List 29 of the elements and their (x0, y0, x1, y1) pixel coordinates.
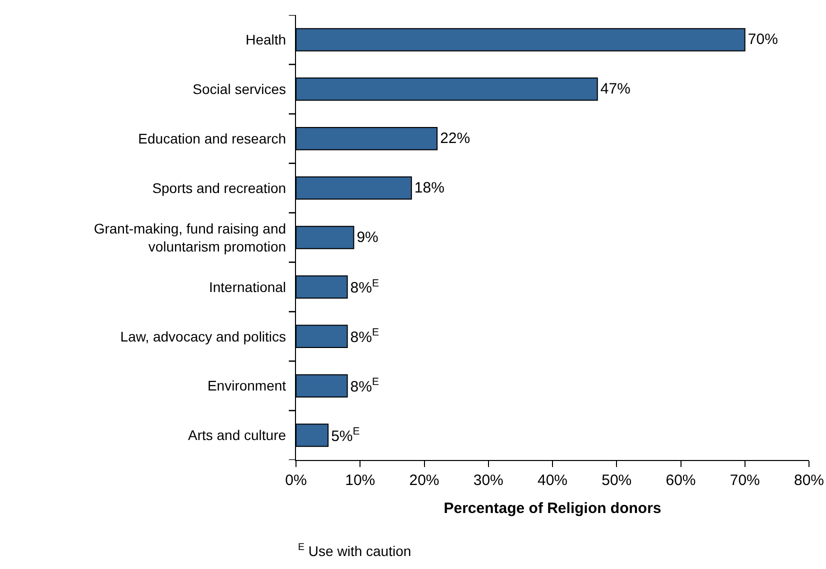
data-label: 8%$^{E}$ (350, 376, 380, 396)
x-tick-label: 10% (345, 472, 376, 490)
y-tick-label: Law, advocacy and politics (120, 328, 286, 344)
data-label: 9% (356, 229, 378, 246)
y-tick-label: International (208, 278, 286, 295)
y-tick-label: Education and research (138, 130, 286, 147)
x-tick-label: 20% (409, 472, 440, 490)
x-tick-label: 50% (602, 472, 632, 490)
x-tick-label: 70% (730, 472, 760, 490)
y-tick-label: Sports and recreation (152, 180, 286, 196)
data-label: 8%$^{E}$ (350, 326, 380, 346)
y-tick-label: Health (246, 32, 286, 48)
data-label: 70% (748, 31, 778, 48)
x-tick-label: 0% (285, 472, 307, 490)
data-label: 5%$^{E}$ (331, 426, 360, 445)
data-label: 22% (440, 130, 470, 148)
x-tick-label: 30% (473, 472, 504, 490)
x-tick-label: 60% (666, 472, 696, 490)
y-tick-label: Arts and culture (188, 427, 286, 444)
x-tick-label: 40% (537, 472, 568, 490)
y-tick-label: Social services (192, 81, 286, 98)
data-label: 18% (414, 180, 444, 197)
y-tick-label: Grant-making, fund raising and voluntarism promotion (94, 220, 286, 254)
text: $^{E}$ Use with caution (298, 542, 412, 559)
x-tick-label: 80% (794, 472, 824, 490)
x-axis-title: Percentage of Religion donors (444, 500, 662, 518)
y-tick-label: Environment (207, 378, 286, 394)
data-label: 8%$^{E}$ (350, 277, 380, 297)
data-label: 47% (600, 80, 630, 98)
